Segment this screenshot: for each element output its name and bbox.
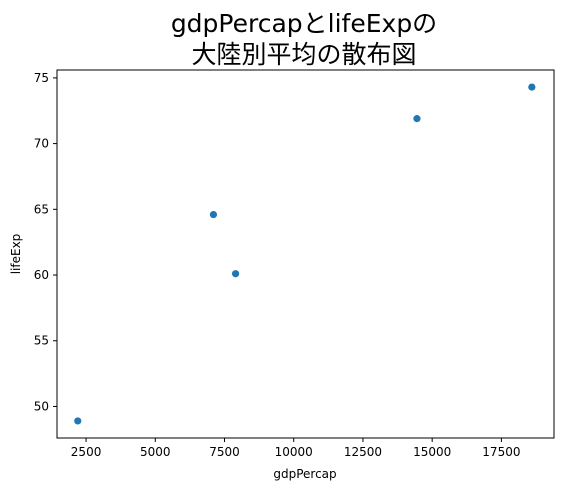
data-point [528,83,536,91]
x-tick-label: 17500 [482,445,520,459]
y-axis-ticks: 50 55 60 65 70 75 [34,71,57,413]
y-tick-label: 70 [34,137,49,151]
y-tick-label: 60 [34,268,49,282]
data-point [231,270,240,278]
data-points [74,83,536,425]
data-point [209,210,218,219]
x-tick-label: 5000 [140,445,171,459]
data-point [74,417,82,425]
y-tick-label: 75 [34,71,49,85]
x-tick-label: 2500 [71,445,102,459]
y-axis-label: lifeExp [9,234,23,275]
chart-title-line-2: 大陸別平均の散布図 [191,40,416,69]
chart-title-line-1: gdpPercapとlifeExpの [171,9,437,38]
x-tick-label: 12500 [344,445,382,459]
y-tick-label: 50 [34,399,49,413]
x-axis-label: gdpPercap [273,467,336,481]
x-tick-label: 10000 [275,445,313,459]
data-point [413,115,421,123]
x-tick-label: 15000 [413,445,451,459]
plot-area-frame [56,69,555,439]
x-axis-ticks: 2500 5000 7500 10000 12500 15000 17500 [71,438,520,459]
x-tick-label: 7500 [209,445,240,459]
y-tick-label: 55 [34,334,49,348]
y-tick-label: 65 [34,202,49,216]
